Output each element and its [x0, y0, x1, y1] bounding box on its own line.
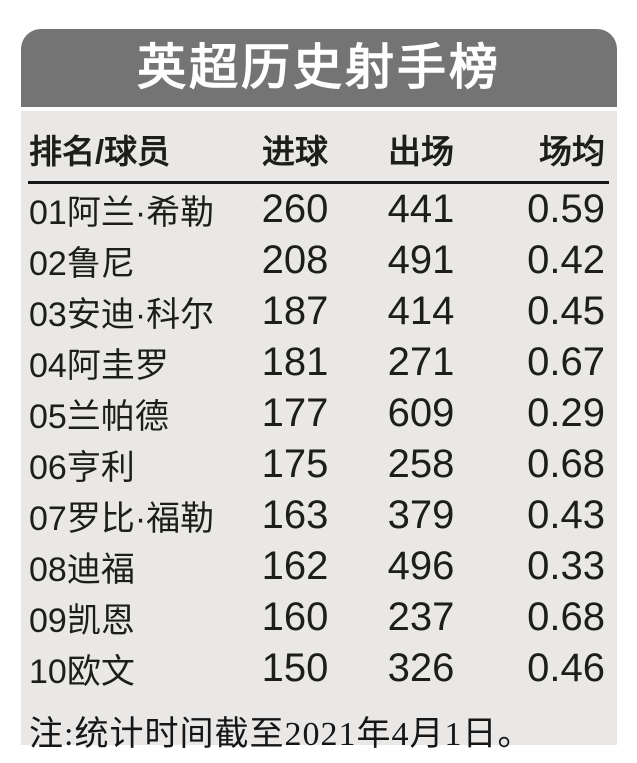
table-row: 05兰帕德 177 609 0.29: [28, 388, 609, 439]
player-name: 罗比·福勒: [66, 500, 215, 538]
goals-per-game-value: 0.45: [527, 289, 605, 333]
goals-per-game-value: 0.42: [527, 238, 605, 282]
goals-per-game-value: 0.68: [527, 442, 605, 486]
rank-label: 05: [29, 398, 67, 436]
player-name: 迪福: [66, 551, 135, 589]
goals-per-game-value: 0.29: [527, 391, 605, 435]
player-cell: 06亨利: [28, 440, 239, 489]
page-title: 英超历史射手榜: [136, 40, 501, 95]
player-cell: 10欧文: [28, 644, 239, 693]
table-row: 01阿兰·希勒 260 441 0.59: [28, 184, 609, 235]
goals-per-game-value: 0.33: [527, 544, 605, 588]
player-cell: 09凯恩: [28, 593, 239, 642]
table-row: 04阿圭罗 181 271 0.67: [28, 337, 609, 388]
rank-label: 01: [29, 194, 67, 232]
goals-per-game-value: 0.46: [527, 646, 605, 690]
goals-per-game-value: 0.59: [527, 187, 605, 231]
column-header-goals-per-game: 场均: [539, 133, 605, 170]
player-cell: 05兰帕德: [28, 389, 239, 438]
player-name: 安迪·科尔: [66, 296, 215, 334]
goals-value: 181: [261, 340, 329, 384]
table-header-row: 排名/球员 进球 出场 场均: [28, 119, 609, 184]
rank-label: 03: [29, 296, 67, 334]
goals-per-game-value: 0.68: [527, 595, 605, 639]
rank-label: 09: [29, 602, 67, 640]
goals-value: 175: [261, 442, 329, 486]
player-name: 欧文: [66, 653, 135, 691]
top-scorers-card: 英超历史射手榜 排名/球员 进球 出场 场均 01阿兰·希勒 260 441 0…: [21, 29, 617, 753]
player-name: 阿圭罗: [66, 347, 169, 385]
appearances-value: 379: [387, 493, 455, 537]
goals-per-game-value: 0.67: [527, 340, 605, 384]
goals-value: 187: [261, 289, 329, 333]
goals-value: 162: [261, 544, 329, 588]
appearances-value: 271: [387, 340, 455, 384]
player-cell: 08迪福: [28, 542, 239, 591]
player-name: 鲁尼: [66, 245, 135, 283]
goals-value: 208: [261, 238, 329, 282]
table-row: 03安迪·科尔 187 414 0.45: [28, 286, 609, 337]
rank-label: 07: [29, 500, 67, 538]
title-banner: 英超历史射手榜: [21, 29, 617, 107]
table-row: 10欧文 150 326 0.46: [28, 643, 609, 694]
column-header-rank-player: 排名/球员: [29, 133, 171, 170]
rank-label: 06: [29, 449, 67, 487]
appearances-value: 414: [387, 289, 455, 333]
player-cell: 04阿圭罗: [28, 338, 239, 387]
player-cell: 07罗比·福勒: [28, 491, 239, 540]
table-container: 排名/球员 进球 出场 场均 01阿兰·希勒 260 441 0.59 02鲁尼…: [21, 111, 617, 753]
appearances-value: 441: [387, 187, 455, 231]
rank-label: 04: [29, 347, 67, 385]
player-name: 阿兰·希勒: [66, 194, 215, 232]
goals-value: 150: [261, 646, 329, 690]
appearances-value: 258: [387, 442, 455, 486]
table-row: 08迪福 162 496 0.33: [28, 541, 609, 592]
goals-value: 260: [261, 187, 329, 231]
goals-value: 163: [261, 493, 329, 537]
player-name: 兰帕德: [66, 398, 169, 436]
column-header-goals: 进球: [262, 133, 328, 170]
player-cell: 02鲁尼: [28, 236, 239, 285]
footnote: 注:统计时间截至2021年4月1日。: [29, 716, 533, 753]
rank-label: 10: [29, 653, 67, 691]
table-row: 09凯恩 160 237 0.68: [28, 592, 609, 643]
table-row: 02鲁尼 208 491 0.42: [28, 235, 609, 286]
appearances-value: 609: [387, 391, 455, 435]
goals-value: 177: [261, 391, 329, 435]
player-name: 凯恩: [66, 602, 135, 640]
appearances-value: 326: [387, 646, 455, 690]
table-row: 07罗比·福勒 163 379 0.43: [28, 490, 609, 541]
goals-value: 160: [261, 595, 329, 639]
player-cell: 03安迪·科尔: [28, 287, 239, 336]
table-row: 06亨利 175 258 0.68: [28, 439, 609, 490]
appearances-value: 491: [387, 238, 455, 282]
player-cell: 01阿兰·希勒: [28, 185, 239, 234]
player-name: 亨利: [66, 449, 135, 487]
appearances-value: 496: [387, 544, 455, 588]
column-header-appearances: 出场: [388, 133, 454, 170]
goals-per-game-value: 0.43: [527, 493, 605, 537]
rank-label: 02: [29, 245, 67, 283]
rank-label: 08: [29, 551, 67, 589]
appearances-value: 237: [387, 595, 455, 639]
